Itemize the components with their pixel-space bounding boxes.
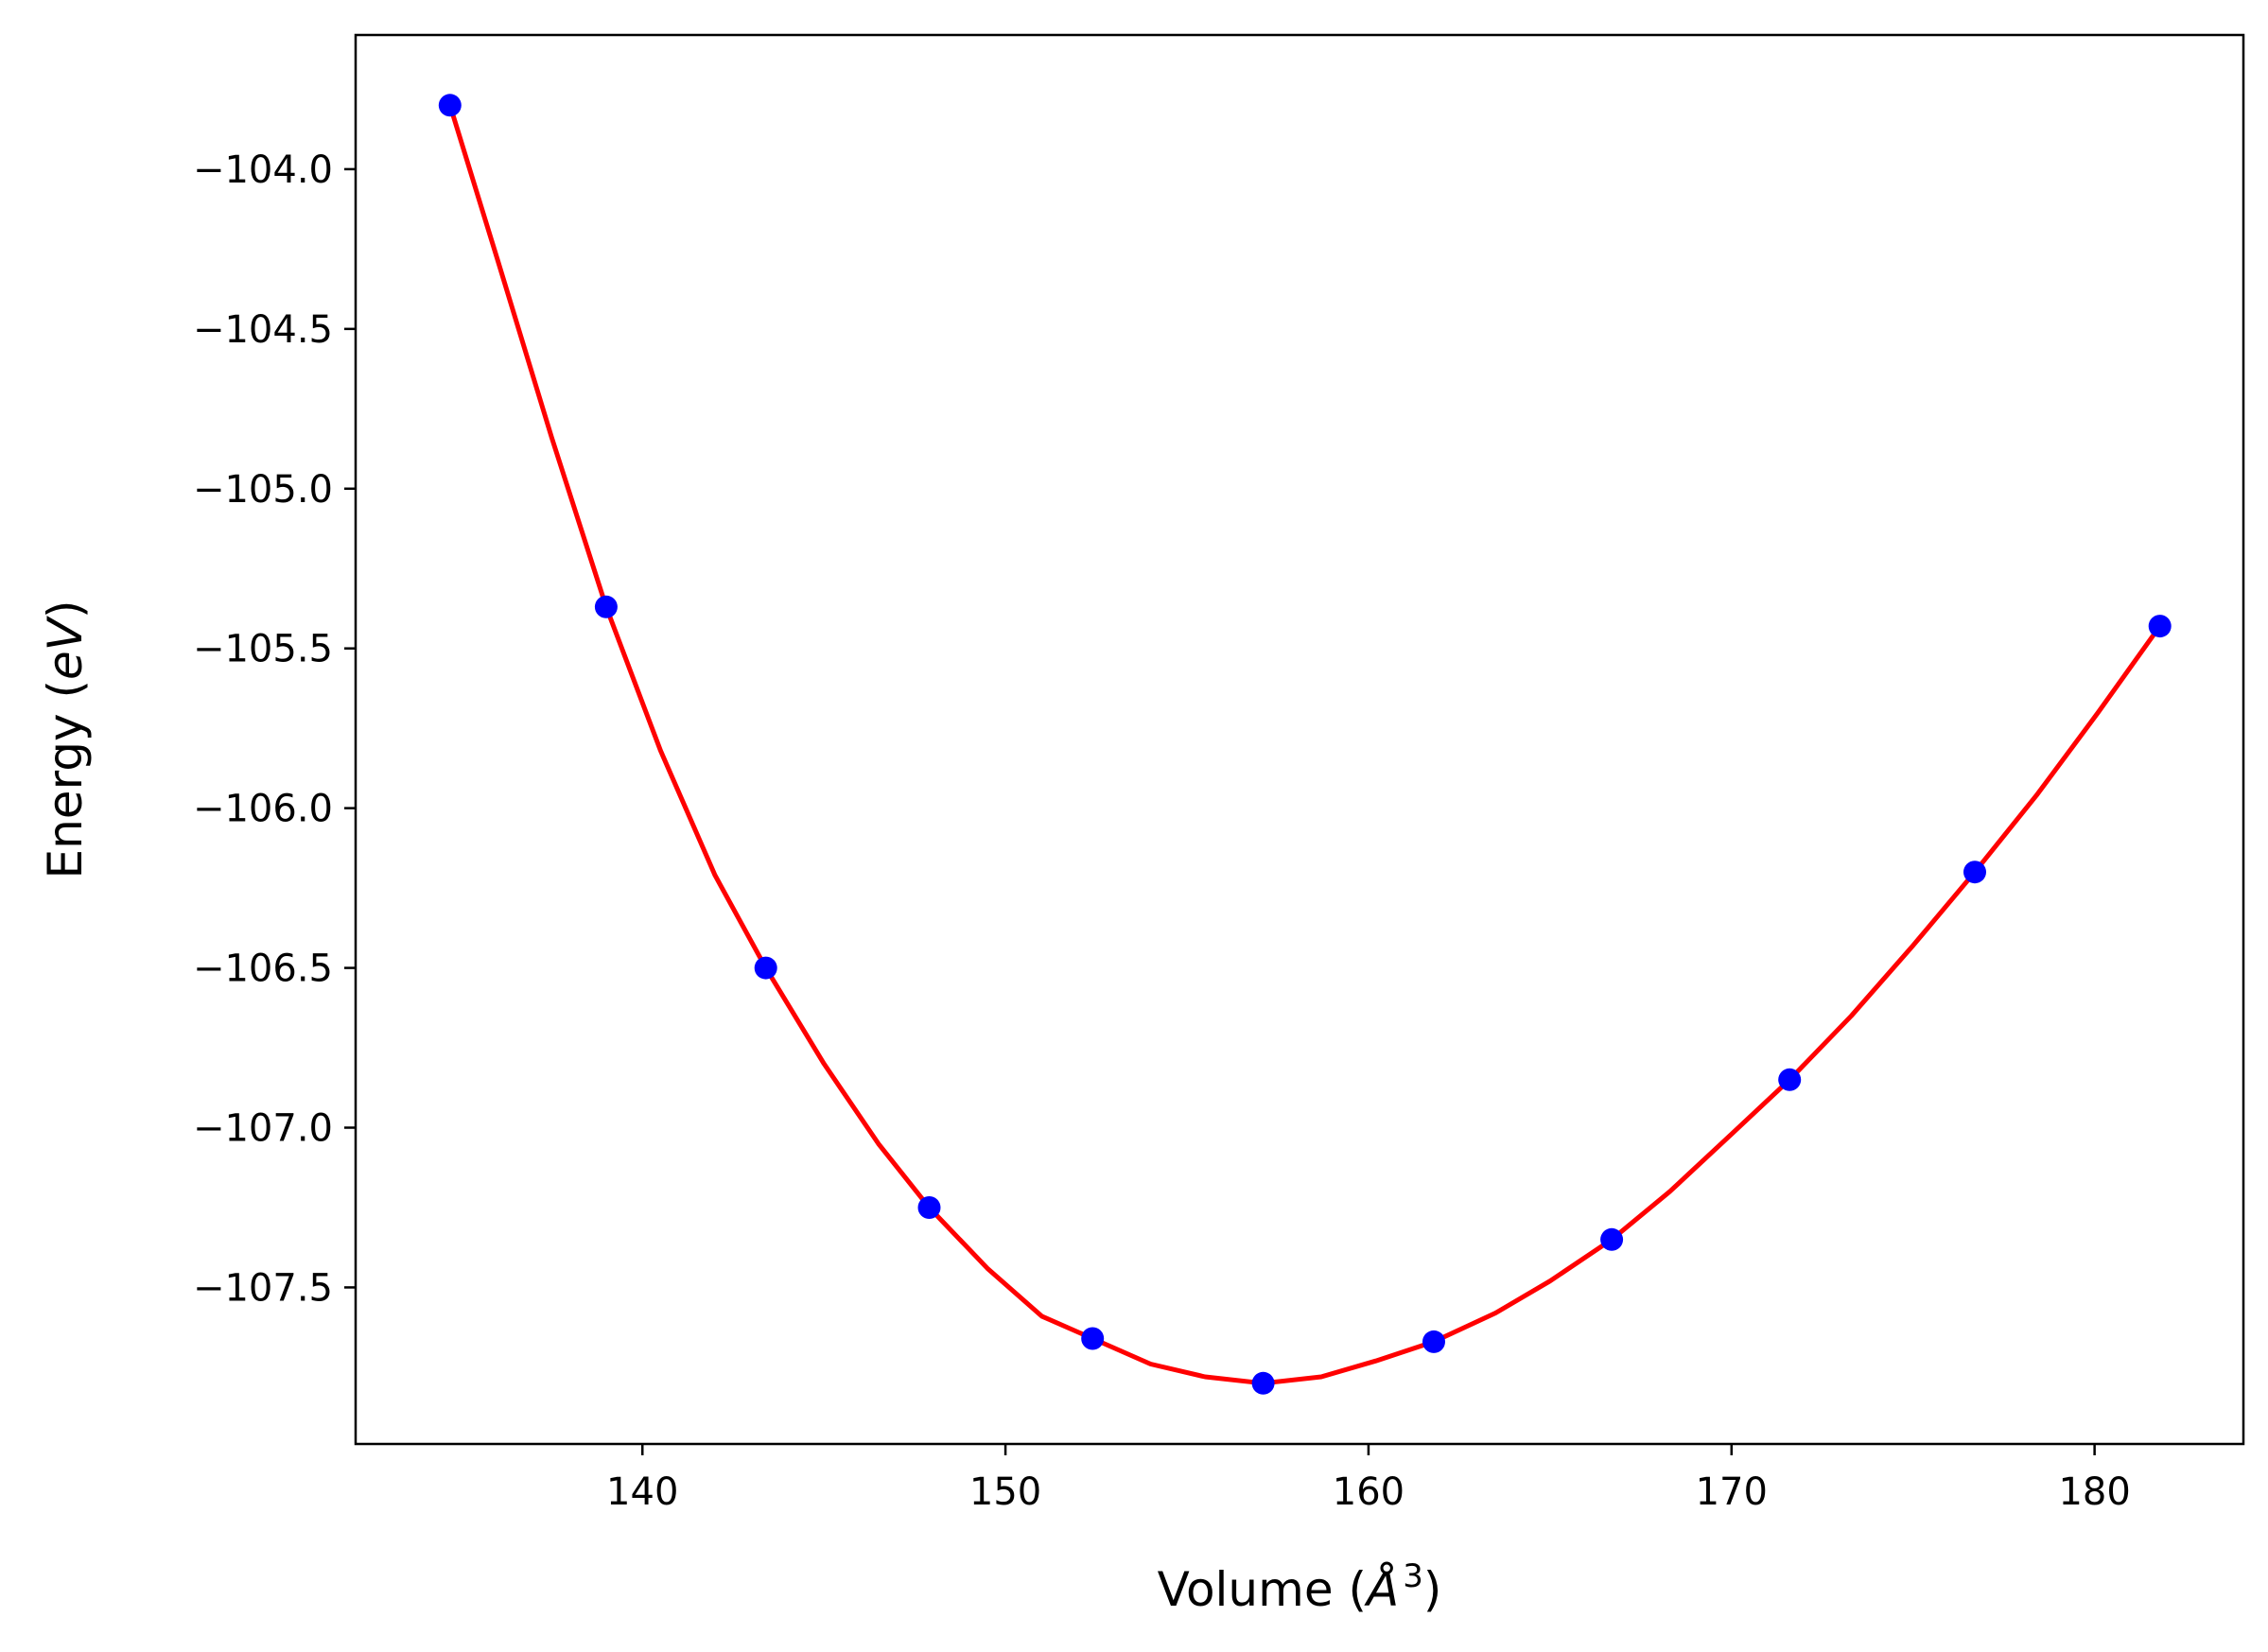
x-axis-title: Volume (Å 3) [1158, 1557, 1442, 1617]
data-point [1251, 1371, 1275, 1395]
data-point [1081, 1327, 1105, 1350]
data-point [1600, 1227, 1624, 1251]
x-axis-title-prefix: Volume ( [1158, 1562, 1367, 1617]
plot-area [356, 35, 2243, 1444]
y-tick-label: −104.0 [193, 148, 333, 192]
x-tick-label: 150 [969, 1470, 1041, 1514]
y-tick-label: −105.5 [193, 628, 333, 671]
y-tick-label: −104.5 [193, 308, 333, 352]
y-tick-label: −106.5 [193, 948, 333, 991]
axes-frame [354, 33, 2245, 1446]
data-point [594, 595, 618, 618]
series-layer [438, 94, 2172, 1395]
y-axis-title: Energy (eV) [38, 600, 93, 879]
data-point [917, 1196, 941, 1219]
x-tick-label: 160 [1333, 1470, 1404, 1514]
data-point [1778, 1068, 1802, 1091]
y-axis-title-unit: eV [38, 615, 93, 680]
x-axis-title-exponent: 3 [1403, 1557, 1423, 1595]
y-tick-label: −106.0 [193, 788, 333, 831]
y-axis-title-prefix: Energy ( [38, 680, 93, 878]
x-tick-label: 140 [606, 1470, 678, 1514]
data-point [754, 956, 777, 980]
x-axis: 140 150 160 170 180 [606, 1444, 2131, 1514]
y-tick-label: −107.5 [193, 1266, 333, 1310]
x-tick-label: 180 [2058, 1470, 2130, 1514]
x-axis-title-suffix: ) [1423, 1562, 1442, 1617]
y-axis: −104.0 −104.5 −105.0 −105.5 −106.0 −106.5 −107… [193, 148, 356, 1310]
data-point [1422, 1330, 1445, 1353]
data-point [438, 94, 462, 117]
data-point [1963, 861, 1986, 884]
x-tick-label: 170 [1696, 1470, 1768, 1514]
y-axis-title-suffix: ) [38, 600, 93, 619]
x-axis-title-unit: Å [1364, 1562, 1399, 1617]
y-tick-label: −107.0 [193, 1107, 333, 1151]
data-point [2148, 615, 2172, 638]
y-tick-label: −105.0 [193, 468, 333, 512]
